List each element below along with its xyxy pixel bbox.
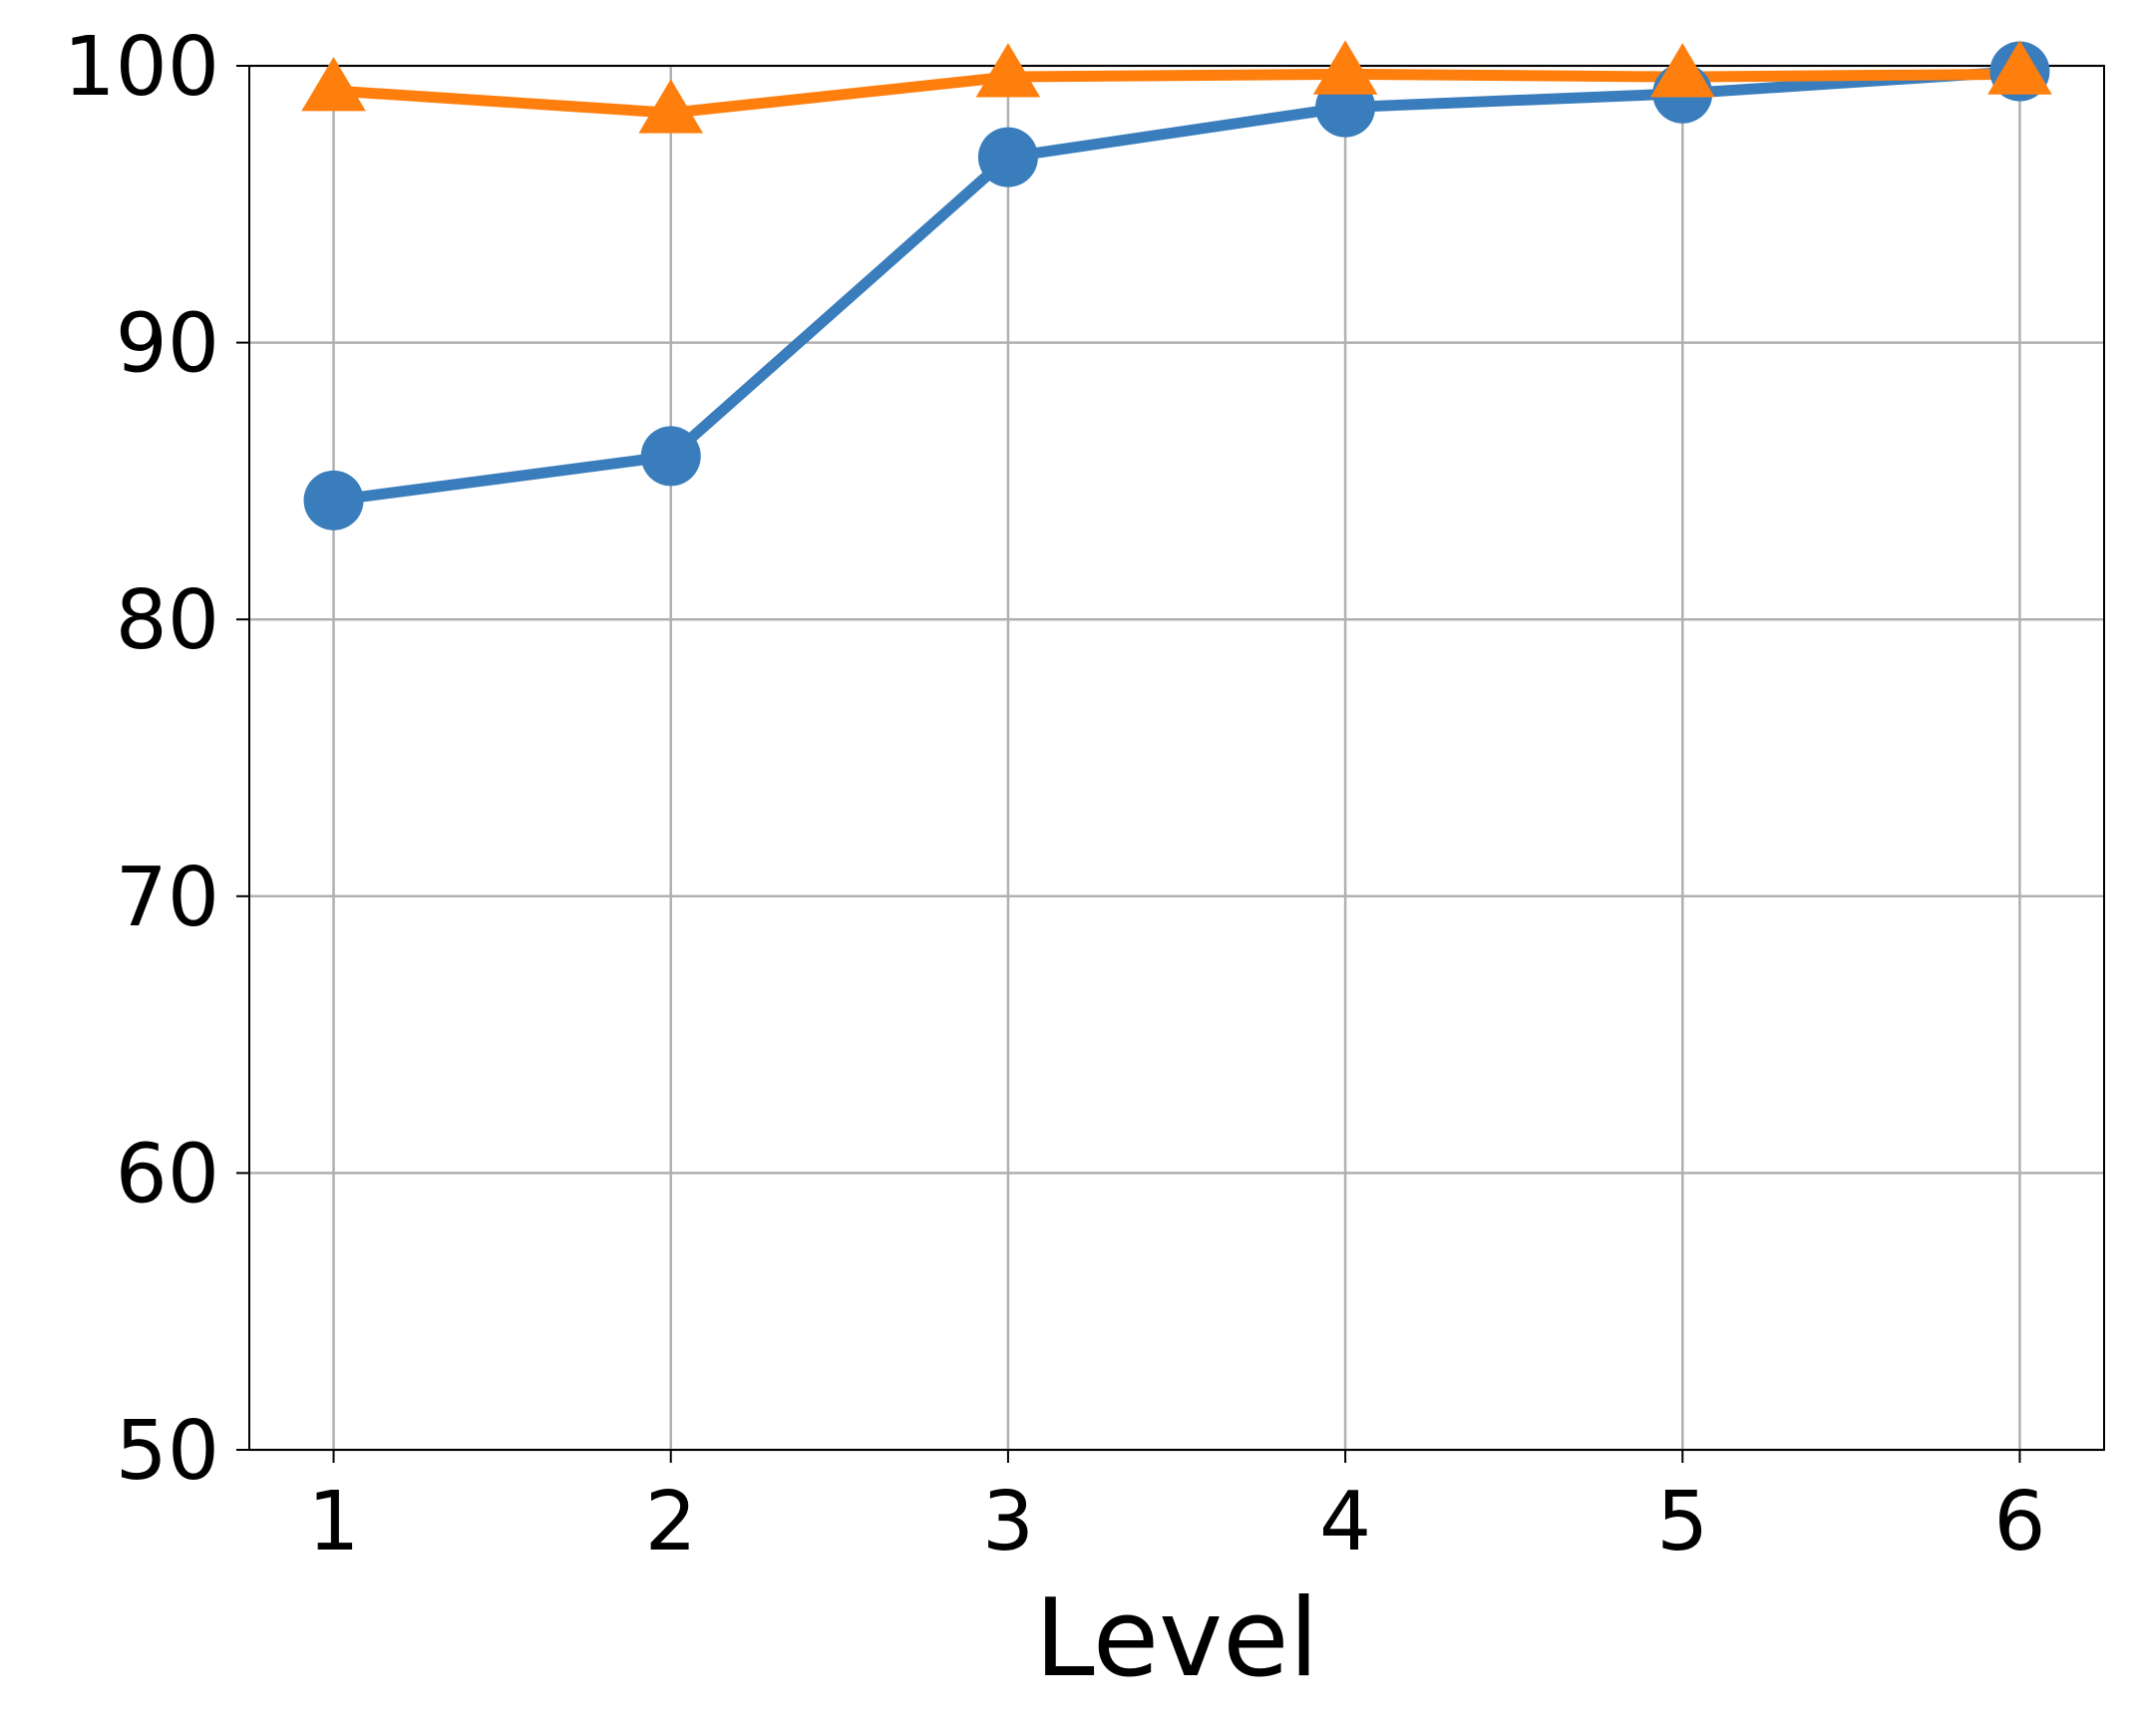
marker bbox=[975, 43, 1041, 98]
y-tick-label: 100 bbox=[63, 20, 219, 115]
x-tick-label: 1 bbox=[307, 1475, 359, 1569]
plot-frame bbox=[248, 65, 2105, 1451]
marker bbox=[977, 127, 1038, 187]
x-tick-label: 3 bbox=[982, 1475, 1034, 1569]
series-line bbox=[333, 68, 2020, 119]
x-tick-label: 2 bbox=[645, 1475, 697, 1569]
y-tick-label: 80 bbox=[116, 573, 219, 668]
y-tick-label: 70 bbox=[116, 851, 219, 945]
marker bbox=[303, 470, 364, 530]
marker bbox=[1987, 40, 2052, 95]
y-tick-label: 60 bbox=[116, 1127, 219, 1221]
marker bbox=[1649, 43, 1715, 98]
marker bbox=[1312, 40, 1378, 95]
y-tick-label: 90 bbox=[116, 297, 219, 392]
marker bbox=[640, 426, 701, 487]
x-tick-label: 5 bbox=[1656, 1475, 1708, 1569]
marker bbox=[301, 56, 366, 112]
x-axis-label: Level bbox=[1034, 1576, 1318, 1701]
marker bbox=[638, 79, 704, 134]
series-line bbox=[332, 66, 2020, 507]
x-tick-label: 4 bbox=[1319, 1475, 1371, 1569]
y-tick-label: 50 bbox=[116, 1404, 219, 1499]
x-tick-label: 6 bbox=[1993, 1475, 2045, 1569]
